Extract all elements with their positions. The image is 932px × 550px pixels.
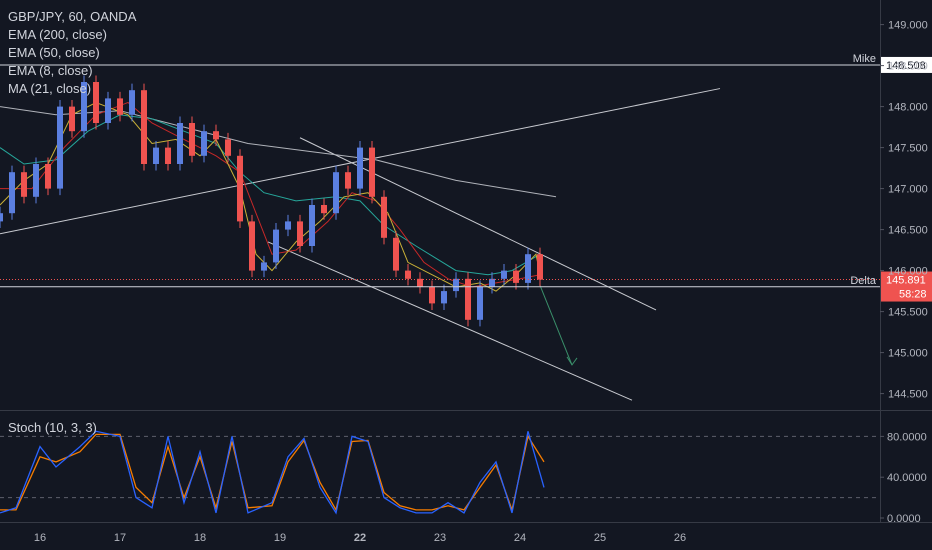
stochastic-pane [0,430,880,515]
last-price-label: 145.891 [886,275,926,287]
axes: 149.000 148.500 148.000 147.500 147.000 146.5… [34,20,928,544]
candle-body [0,213,3,222]
candle-body [225,139,231,156]
trendline [267,241,633,401]
stoch-tick-label: 0.0000 [887,513,921,525]
candle-body [117,98,123,115]
candle-body [213,131,219,140]
time-tick-label: 17 [114,532,126,544]
stoch-k-line [0,430,545,515]
candle-body [57,106,63,189]
indicator-ma21[interactable]: MA (21, close) [8,81,92,96]
symbol-title: GBP/JPY, 60, OANDA [8,9,137,24]
candle-body [381,196,387,238]
time-tick-label: 26 [674,532,686,544]
level-name-delta: Delta [850,275,877,287]
chart-legend: GBP/JPY, 60, OANDA EMA (200, close) EMA … [8,8,136,98]
price-tick-label: 145.000 [888,348,928,360]
candle-body [105,98,111,123]
candle-body [477,287,483,320]
time-tick-label: 25 [594,532,606,544]
candle-body [153,147,159,164]
candle-body [441,291,447,304]
candle-body [537,254,543,280]
ema50-line [0,114,541,276]
candle-body [189,123,195,156]
candle-body [141,90,147,164]
candle-body [45,164,51,189]
candle-body [369,147,375,197]
indicator-ema200[interactable]: EMA (200, close) [8,27,107,42]
price-tick-label: 146.000 [888,266,928,278]
time-tick-label: 23 [434,532,446,544]
candle-body [321,205,327,214]
price-tick-label: 144.500 [888,389,928,401]
ema8-line [0,101,541,292]
candle-body [489,278,495,287]
candle-body [93,82,99,123]
candle-body [165,147,171,164]
candle-body [9,172,15,214]
candle-body [513,270,519,283]
indicator-ema8[interactable]: EMA (8, close) [8,63,93,78]
stoch-title[interactable]: Stoch (10, 3, 3) [8,420,97,435]
countdown-label: 58:28 [899,289,927,301]
candle-body [309,205,315,246]
level-name-mike: Mike [853,53,876,65]
candle-body [81,82,87,132]
candle-body [393,237,399,271]
candle-body [333,172,339,214]
candle-body [69,106,75,132]
candle-body [285,221,291,230]
candle-body [237,155,243,222]
last-price-badge [881,271,932,302]
candle-body [405,270,411,279]
candle-body [249,221,255,271]
candle-body [201,131,207,156]
price-tick-label: 146.500 [888,225,928,237]
candle-body [525,254,531,283]
level-badge [881,56,932,73]
grid [0,0,932,523]
moving-averages [0,101,557,292]
candle-body [345,172,351,189]
candle-body [297,221,303,246]
time-tick-label: 18 [194,532,206,544]
candle-body [129,90,135,115]
candle-body [21,172,27,197]
price-tick-label: 148.000 [888,102,928,114]
stoch-tick-label: 80.0000 [887,431,927,443]
time-tick-label: 22 [354,532,366,544]
price-tick-label: 145.500 [888,307,928,319]
ema200-line [0,106,557,198]
price-tick-label: 147.000 [888,184,928,196]
stoch-tick-label: 40.0000 [887,472,927,484]
candle-body [453,278,459,292]
projection-arrow [539,285,573,366]
candle-body [357,147,363,189]
candle-body [429,287,435,304]
candle-body [177,123,183,164]
candle-body [33,164,39,197]
candle-body [501,270,507,279]
indicator-ema50[interactable]: EMA (50, close) [8,45,100,60]
price-tick-label: 148.500 [888,61,928,73]
candle-body [273,229,279,263]
time-tick-label: 24 [514,532,526,544]
price-tick-label: 147.500 [888,143,928,155]
level-price-label: 148.508 [886,60,926,72]
time-tick-label: 19 [274,532,286,544]
candles [0,75,543,327]
time-tick-label: 16 [34,532,46,544]
projection-arrowhead [566,356,578,366]
candle-body [465,278,471,320]
stoch-d-line [0,433,545,513]
candle-body [417,278,423,287]
price-tick-label: 149.000 [888,20,928,32]
candle-body [261,262,267,271]
